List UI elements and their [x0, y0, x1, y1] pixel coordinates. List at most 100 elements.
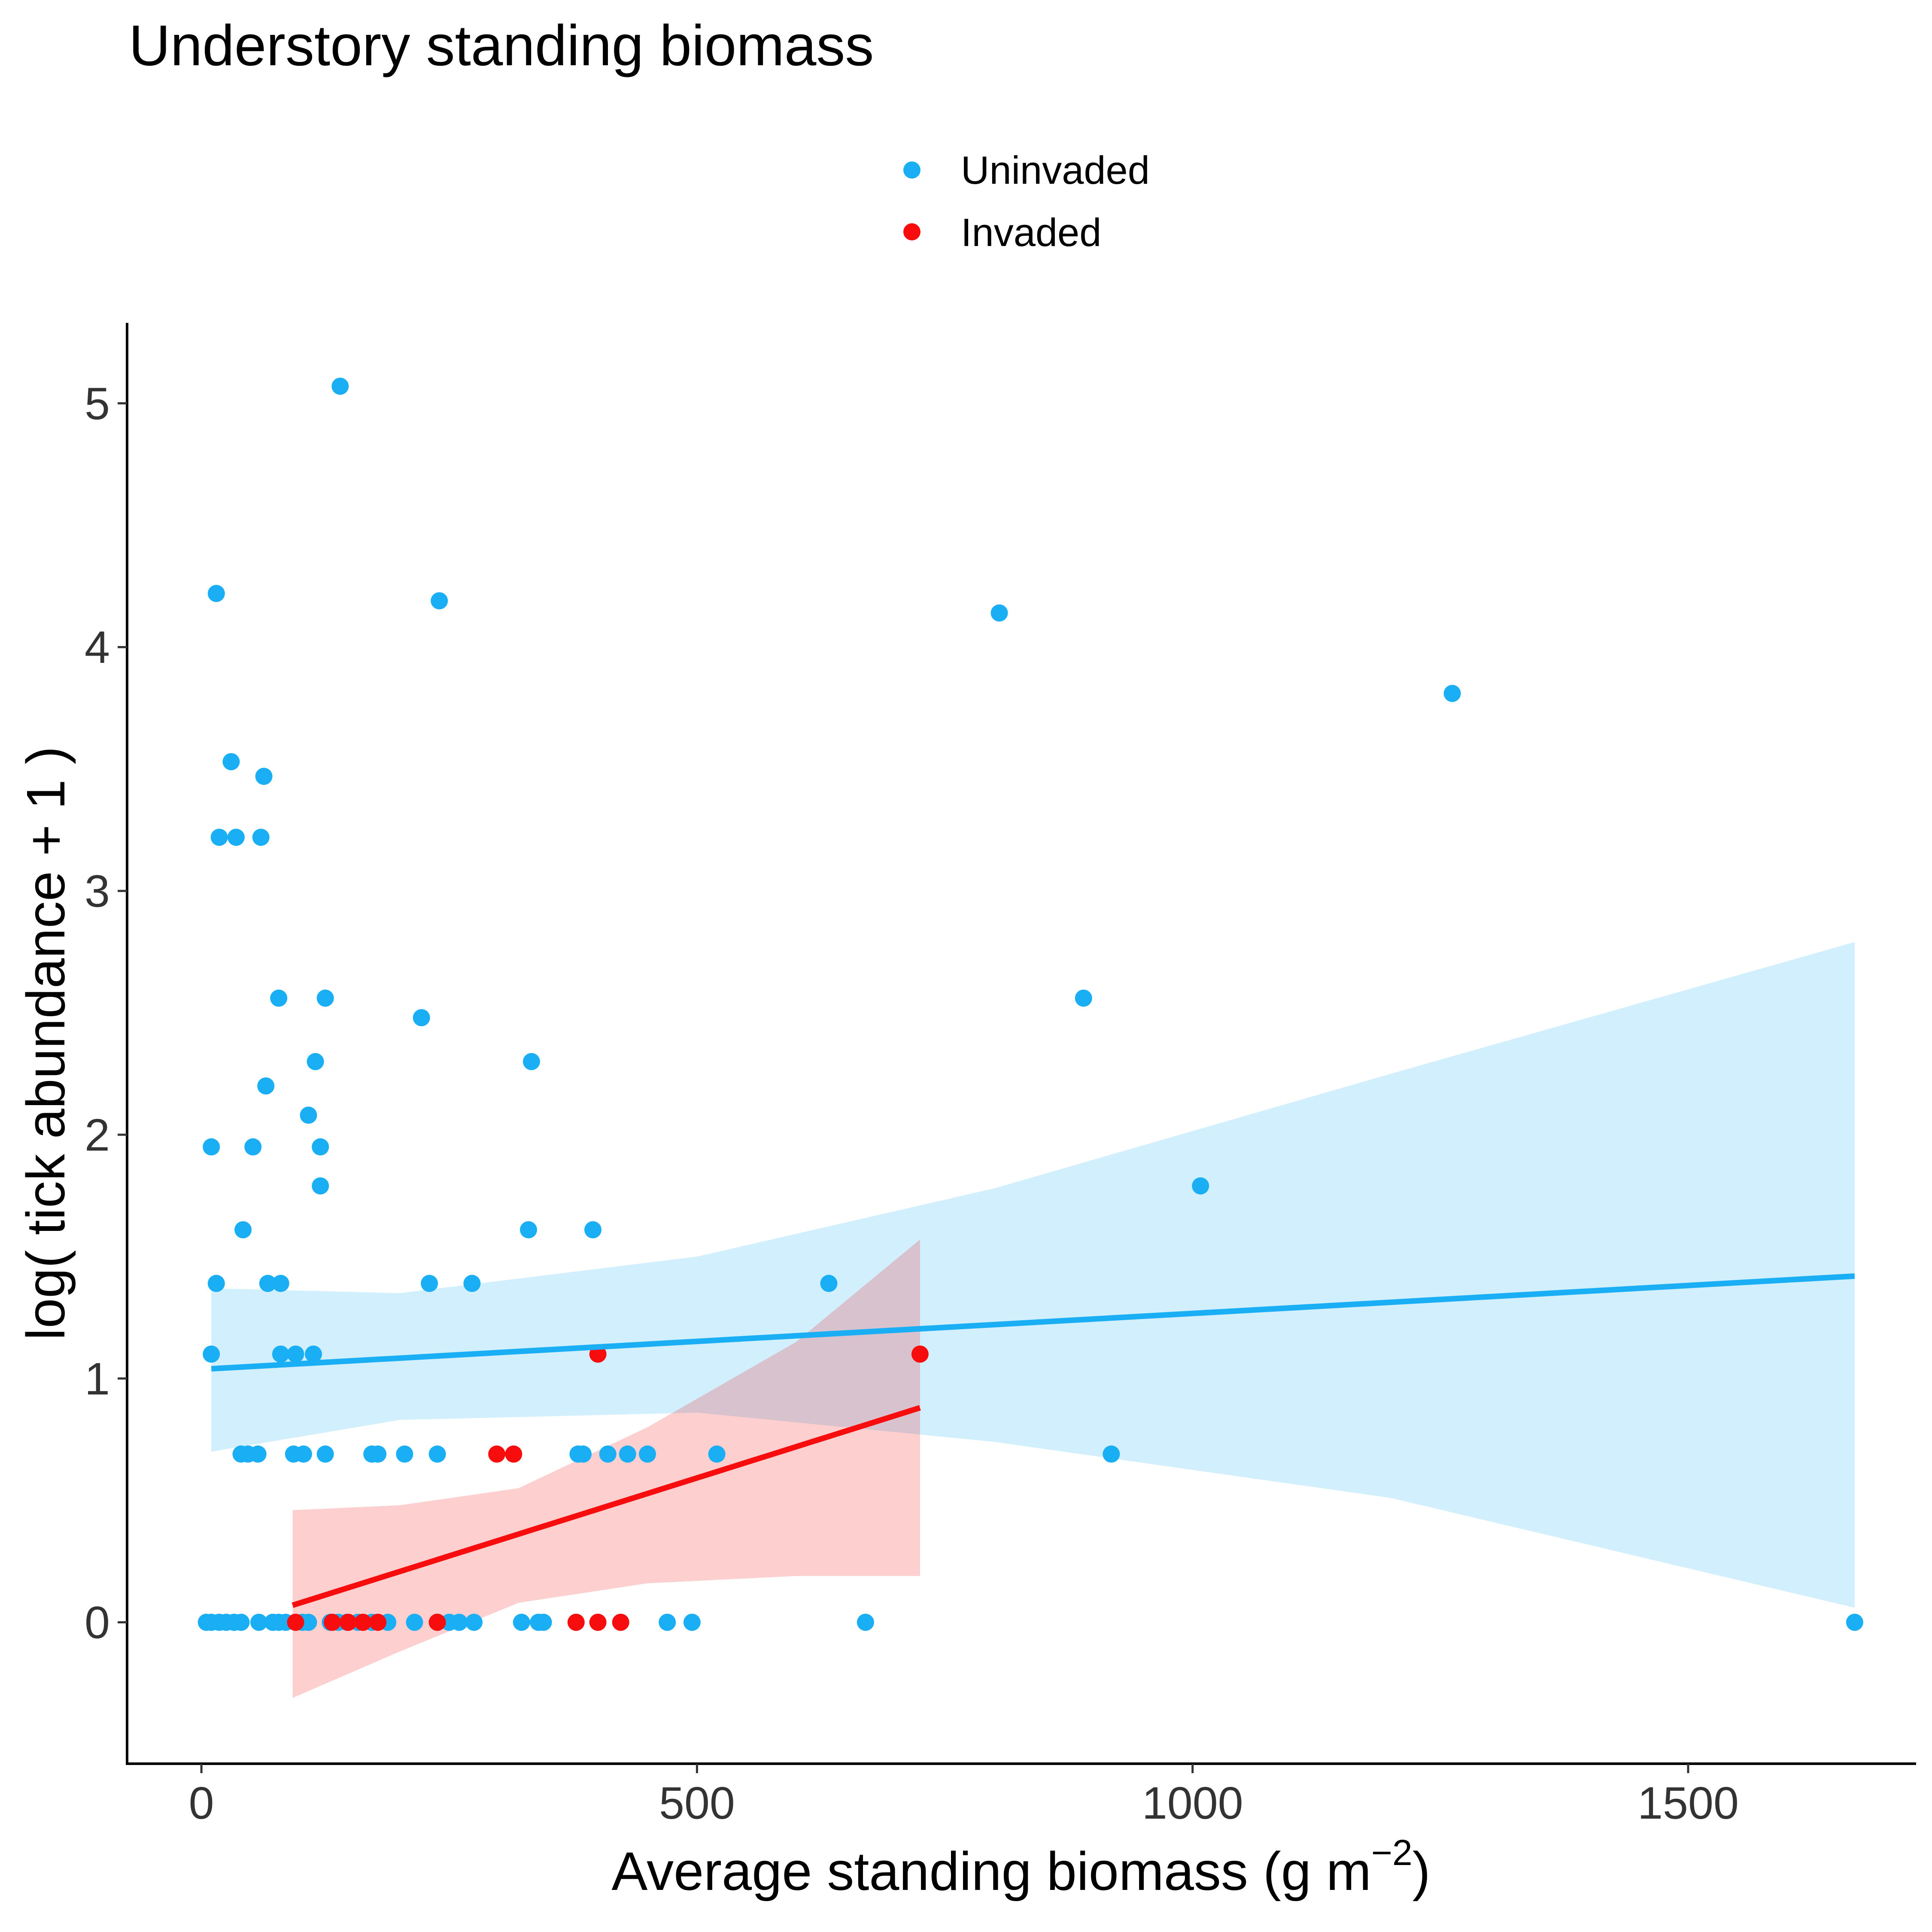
- y-axis-ticks: 0 1 2 3 4 5: [85, 378, 127, 1648]
- data-point-uninvaded: [428, 1445, 446, 1463]
- data-point-uninvaded: [1192, 1177, 1209, 1195]
- y-tick-label: 0: [85, 1598, 110, 1648]
- data-point-invaded: [323, 1613, 341, 1631]
- data-point-invaded: [428, 1613, 446, 1631]
- legend-swatch-uninvaded: [903, 161, 920, 179]
- x-tick-label: 1000: [1142, 1778, 1243, 1829]
- data-point-uninvaded: [406, 1613, 423, 1631]
- data-point-invaded: [589, 1613, 607, 1631]
- y-axis-title: log( tick abundance + 1 ): [15, 746, 76, 1340]
- data-point-invaded: [369, 1613, 387, 1631]
- data-point-uninvaded: [300, 1613, 317, 1631]
- data-point-uninvaded: [369, 1445, 387, 1463]
- data-point-uninvaded: [272, 1346, 289, 1363]
- data-point-uninvaded: [1103, 1445, 1120, 1463]
- ci-band-uninvaded: [211, 942, 1855, 1608]
- data-point-uninvaded: [316, 1445, 334, 1463]
- x-axis-title-suffix: ): [1413, 1841, 1431, 1902]
- data-point-invaded: [488, 1445, 506, 1463]
- data-point-uninvaded: [520, 1221, 537, 1239]
- data-point-invaded: [911, 1346, 929, 1363]
- data-point-uninvaded: [1075, 989, 1092, 1007]
- plot-area: [197, 377, 1863, 1698]
- data-point-uninvaded: [857, 1613, 874, 1631]
- data-point-uninvaded: [300, 1106, 317, 1124]
- data-point-uninvaded: [465, 1613, 483, 1631]
- data-point-uninvaded: [207, 1275, 225, 1292]
- data-point-uninvaded: [295, 1445, 312, 1463]
- data-point-uninvaded: [257, 1077, 275, 1095]
- data-point-uninvaded: [232, 1613, 250, 1631]
- y-tick-label: 4: [85, 622, 110, 673]
- data-point-uninvaded: [574, 1445, 592, 1463]
- data-point-uninvaded: [463, 1275, 481, 1292]
- data-point-invaded: [505, 1445, 522, 1463]
- data-point-uninvaded: [307, 1053, 324, 1070]
- chart-title: Understory standing biomass: [129, 14, 874, 78]
- data-point-uninvaded: [413, 1009, 430, 1027]
- y-tick-label: 5: [85, 378, 110, 429]
- x-tick-label: 500: [659, 1778, 735, 1829]
- data-point-uninvaded: [259, 1275, 276, 1292]
- data-point-invaded: [287, 1613, 304, 1631]
- data-point-uninvaded: [312, 1138, 329, 1156]
- legend-label-invaded: Invaded: [961, 211, 1101, 255]
- data-point-uninvaded: [331, 377, 349, 395]
- x-axis-title: Average standing biomass (g m−2): [611, 1832, 1430, 1902]
- data-point-uninvaded: [270, 989, 288, 1007]
- data-point-uninvaded: [287, 1346, 304, 1363]
- points-invaded: [287, 1346, 929, 1631]
- data-point-uninvaded: [207, 585, 225, 602]
- legend-label-uninvaded: Uninvaded: [961, 149, 1150, 192]
- x-axis-title-text: Average standing biomass (g m: [611, 1841, 1371, 1902]
- data-point-uninvaded: [1846, 1613, 1863, 1631]
- data-point-invaded: [567, 1613, 585, 1631]
- data-point-uninvaded: [250, 1613, 267, 1631]
- data-point-uninvaded: [513, 1613, 530, 1631]
- data-point-uninvaded: [396, 1445, 413, 1463]
- y-tick-label: 3: [85, 866, 110, 917]
- y-tick-label: 2: [85, 1110, 110, 1160]
- data-point-uninvaded: [203, 1138, 220, 1156]
- legend: Uninvaded Invaded: [903, 149, 1150, 255]
- data-point-invaded: [339, 1613, 357, 1631]
- trend-line-invaded: [292, 1405, 921, 1608]
- data-point-uninvaded: [683, 1613, 701, 1631]
- x-axis-title-superscript: −2: [1371, 1832, 1413, 1873]
- data-point-uninvaded: [305, 1346, 322, 1363]
- legend-swatch-invaded: [903, 223, 920, 240]
- data-point-uninvaded: [599, 1445, 617, 1463]
- data-point-uninvaded: [431, 592, 448, 610]
- data-point-uninvaded: [522, 1053, 540, 1070]
- data-point-uninvaded: [255, 768, 273, 785]
- data-point-invaded: [354, 1613, 372, 1631]
- data-point-uninvaded: [312, 1177, 329, 1195]
- data-point-uninvaded: [222, 753, 240, 771]
- data-point-uninvaded: [244, 1138, 262, 1156]
- data-point-uninvaded: [639, 1445, 656, 1463]
- data-point-uninvaded: [210, 829, 228, 846]
- data-point-uninvaded: [316, 989, 334, 1007]
- data-point-uninvaded: [584, 1221, 601, 1239]
- data-point-uninvaded: [249, 1445, 267, 1463]
- x-tick-label: 1500: [1637, 1778, 1739, 1829]
- y-tick-label: 1: [85, 1354, 110, 1404]
- data-point-uninvaded: [1443, 685, 1461, 702]
- data-point-uninvaded: [421, 1275, 438, 1292]
- data-point-uninvaded: [990, 604, 1008, 622]
- data-point-uninvaded: [619, 1445, 636, 1463]
- data-point-uninvaded: [252, 829, 270, 846]
- data-point-uninvaded: [659, 1613, 676, 1631]
- ci-band-invaded: [292, 1239, 920, 1698]
- x-tick-label: 0: [189, 1778, 214, 1829]
- data-point-uninvaded: [234, 1221, 252, 1239]
- trend-line-uninvaded: [211, 1273, 1855, 1372]
- data-point-uninvaded: [535, 1613, 552, 1631]
- data-point-invaded: [612, 1613, 629, 1631]
- data-point-uninvaded: [203, 1346, 220, 1363]
- data-point-uninvaded: [227, 829, 245, 846]
- x-axis-ticks: 0 500 1000 1500: [189, 1764, 1739, 1829]
- data-point-uninvaded: [820, 1275, 838, 1292]
- data-point-uninvaded: [272, 1275, 289, 1292]
